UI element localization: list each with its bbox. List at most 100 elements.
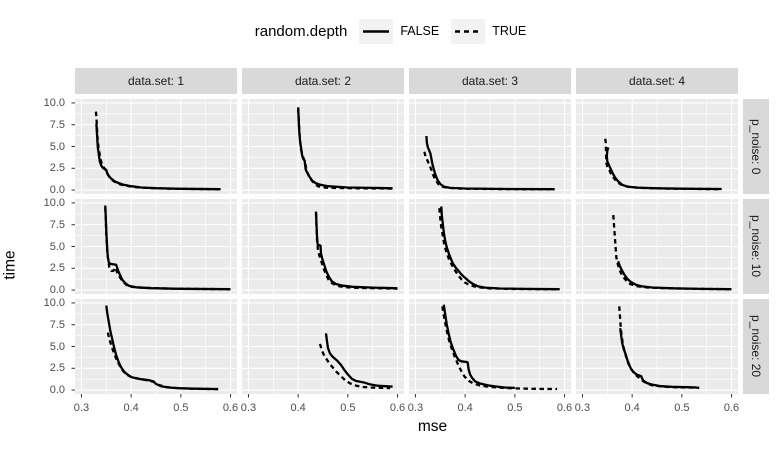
panel-canvas bbox=[576, 299, 738, 398]
y-tick-label: 0.0 bbox=[49, 284, 65, 297]
x-axis-labels-col-0: 0.3 0.4 0.5 0.6 bbox=[73, 399, 239, 415]
facet-strip-right-0: p_noise: 0 bbox=[743, 99, 769, 194]
x-tick-label: 0.3 bbox=[574, 402, 591, 414]
series-line-true bbox=[94, 111, 221, 191]
y-tick-label: 2.5 bbox=[49, 162, 65, 175]
series-line-false bbox=[105, 305, 219, 391]
series-line-true bbox=[618, 306, 700, 389]
legend-title: random.depth bbox=[254, 22, 348, 40]
facet-strip-top-4: data.set: 4 bbox=[576, 68, 738, 94]
series-line-true bbox=[318, 343, 391, 390]
x-axis-labels-col-1: 0.3 0.4 0.5 0.6 bbox=[240, 399, 406, 415]
y-tick-label: 10.0 bbox=[43, 96, 65, 109]
facet-panel-r2-c3 bbox=[576, 299, 738, 398]
facet-strip-top-2: data.set: 2 bbox=[242, 68, 404, 94]
x-axis-labels-col-2: 0.3 0.4 0.5 0.6 bbox=[407, 399, 572, 415]
facet-panel-r2-c2 bbox=[409, 299, 571, 398]
y-tick-label: 10.0 bbox=[43, 296, 65, 309]
y-tick-label: 7.5 bbox=[49, 118, 65, 131]
panel-canvas bbox=[242, 199, 404, 294]
panel-canvas bbox=[409, 299, 571, 398]
facet-strip-top-3: data.set: 3 bbox=[409, 68, 571, 94]
facet-strip-top-1: data.set: 1 bbox=[75, 68, 237, 94]
series-line-true bbox=[423, 151, 555, 191]
x-tick-label: 0.4 bbox=[123, 402, 139, 414]
facet-grid: data.set: 1 data.set: 2 data.set: 3 data.se… bbox=[26, 68, 781, 415]
series-line-false bbox=[425, 135, 555, 191]
y-axis-title: time bbox=[2, 249, 20, 280]
y-tick-label: 5.0 bbox=[49, 240, 65, 253]
y-tick-label: 0.0 bbox=[49, 384, 65, 397]
x-tick-label: 0.5 bbox=[674, 402, 690, 414]
x-axis-title: mse bbox=[417, 418, 448, 435]
panel-canvas bbox=[242, 99, 404, 194]
facet-panel-r0-c1 bbox=[242, 99, 404, 194]
series-line-false bbox=[442, 304, 515, 390]
y-tick-label: 7.5 bbox=[49, 318, 65, 331]
legend-item-false: FALSE bbox=[359, 18, 440, 44]
facet-panel-r1-c0 bbox=[71, 199, 237, 294]
panel-canvas bbox=[71, 99, 237, 194]
facet-panel-r1-c1 bbox=[242, 199, 404, 294]
legend: random.depth FALSE TRUE bbox=[0, 0, 781, 44]
facet-panel-r2-c0 bbox=[71, 299, 237, 398]
panel-canvas bbox=[71, 199, 237, 294]
panel-canvas bbox=[409, 199, 571, 294]
grid-corner bbox=[26, 399, 70, 415]
x-tick-label: 0.3 bbox=[240, 402, 257, 414]
y-tick-label: 2.5 bbox=[49, 362, 65, 375]
x-tick-label: 0.4 bbox=[290, 402, 306, 414]
panel-canvas bbox=[576, 99, 738, 194]
plot-area: data.set: 1 data.set: 2 data.set: 3 data.se… bbox=[26, 68, 781, 436]
y-tick-label: 5.0 bbox=[49, 140, 65, 153]
facet-panel-r2-c1 bbox=[242, 299, 404, 398]
x-tick-label: 0.3 bbox=[73, 402, 90, 414]
y-axis-labels-row-0: 10.0 7.5 5.0 2.5 0.0 bbox=[26, 96, 70, 197]
x-tick-label: 0.3 bbox=[407, 402, 424, 414]
y-tick-label: 5.0 bbox=[49, 340, 65, 353]
x-tick-label: 0.4 bbox=[624, 402, 640, 414]
grid-corner bbox=[26, 68, 70, 94]
y-axis-labels-row-1: 10.0 7.5 5.0 2.5 0.0 bbox=[26, 196, 70, 297]
series-line-false bbox=[617, 260, 732, 291]
legend-label-true: TRUE bbox=[492, 24, 527, 38]
panel-canvas bbox=[409, 99, 571, 194]
series-line-true bbox=[314, 213, 398, 290]
x-tick-label: 0.6 bbox=[222, 402, 239, 414]
series-line-true bbox=[104, 207, 231, 291]
legend-item-true: TRUE bbox=[451, 18, 527, 44]
x-tick-label: 0.6 bbox=[389, 402, 406, 414]
y-axis-labels-row-2: 10.0 7.5 5.0 2.5 0.0 bbox=[26, 296, 70, 397]
facet-panel-r0-c2 bbox=[409, 99, 571, 194]
facet-panel-r0-c0 bbox=[71, 99, 237, 194]
y-tick-label: 10.0 bbox=[43, 196, 65, 209]
x-tick-label: 0.6 bbox=[723, 402, 740, 414]
series-line-true bbox=[438, 208, 560, 291]
series-line-true bbox=[106, 332, 219, 391]
solid-line-key-icon bbox=[359, 18, 394, 44]
x-tick-label: 0.5 bbox=[173, 402, 189, 414]
panel-canvas bbox=[576, 199, 738, 294]
facet-strip-right-2: p_noise: 20 bbox=[743, 299, 769, 394]
dashed-line-key-icon bbox=[451, 18, 486, 44]
panel-canvas bbox=[242, 299, 404, 398]
grid-corner bbox=[743, 399, 769, 415]
legend-label-false: FALSE bbox=[400, 24, 440, 38]
facet-panel-r0-c3 bbox=[576, 99, 738, 194]
facet-panel-r1-c2 bbox=[409, 199, 571, 294]
x-tick-label: 0.4 bbox=[457, 402, 473, 414]
x-tick-label: 0.5 bbox=[340, 402, 356, 414]
series-line-false bbox=[104, 205, 231, 291]
series-line-true bbox=[604, 138, 722, 191]
panel-canvas bbox=[71, 299, 237, 398]
y-tick-label: 0.0 bbox=[49, 184, 65, 197]
x-axis-labels-col-3: 0.3 0.4 0.5 0.6 bbox=[574, 399, 740, 415]
x-tick-label: 0.5 bbox=[507, 402, 523, 414]
series-line-false bbox=[324, 333, 393, 388]
y-tick-label: 2.5 bbox=[49, 262, 65, 275]
y-tick-label: 7.5 bbox=[49, 218, 65, 231]
series-line-true bbox=[297, 108, 393, 190]
facet-strip-right-1: p_noise: 10 bbox=[743, 199, 769, 294]
series-line-false bbox=[297, 107, 393, 190]
